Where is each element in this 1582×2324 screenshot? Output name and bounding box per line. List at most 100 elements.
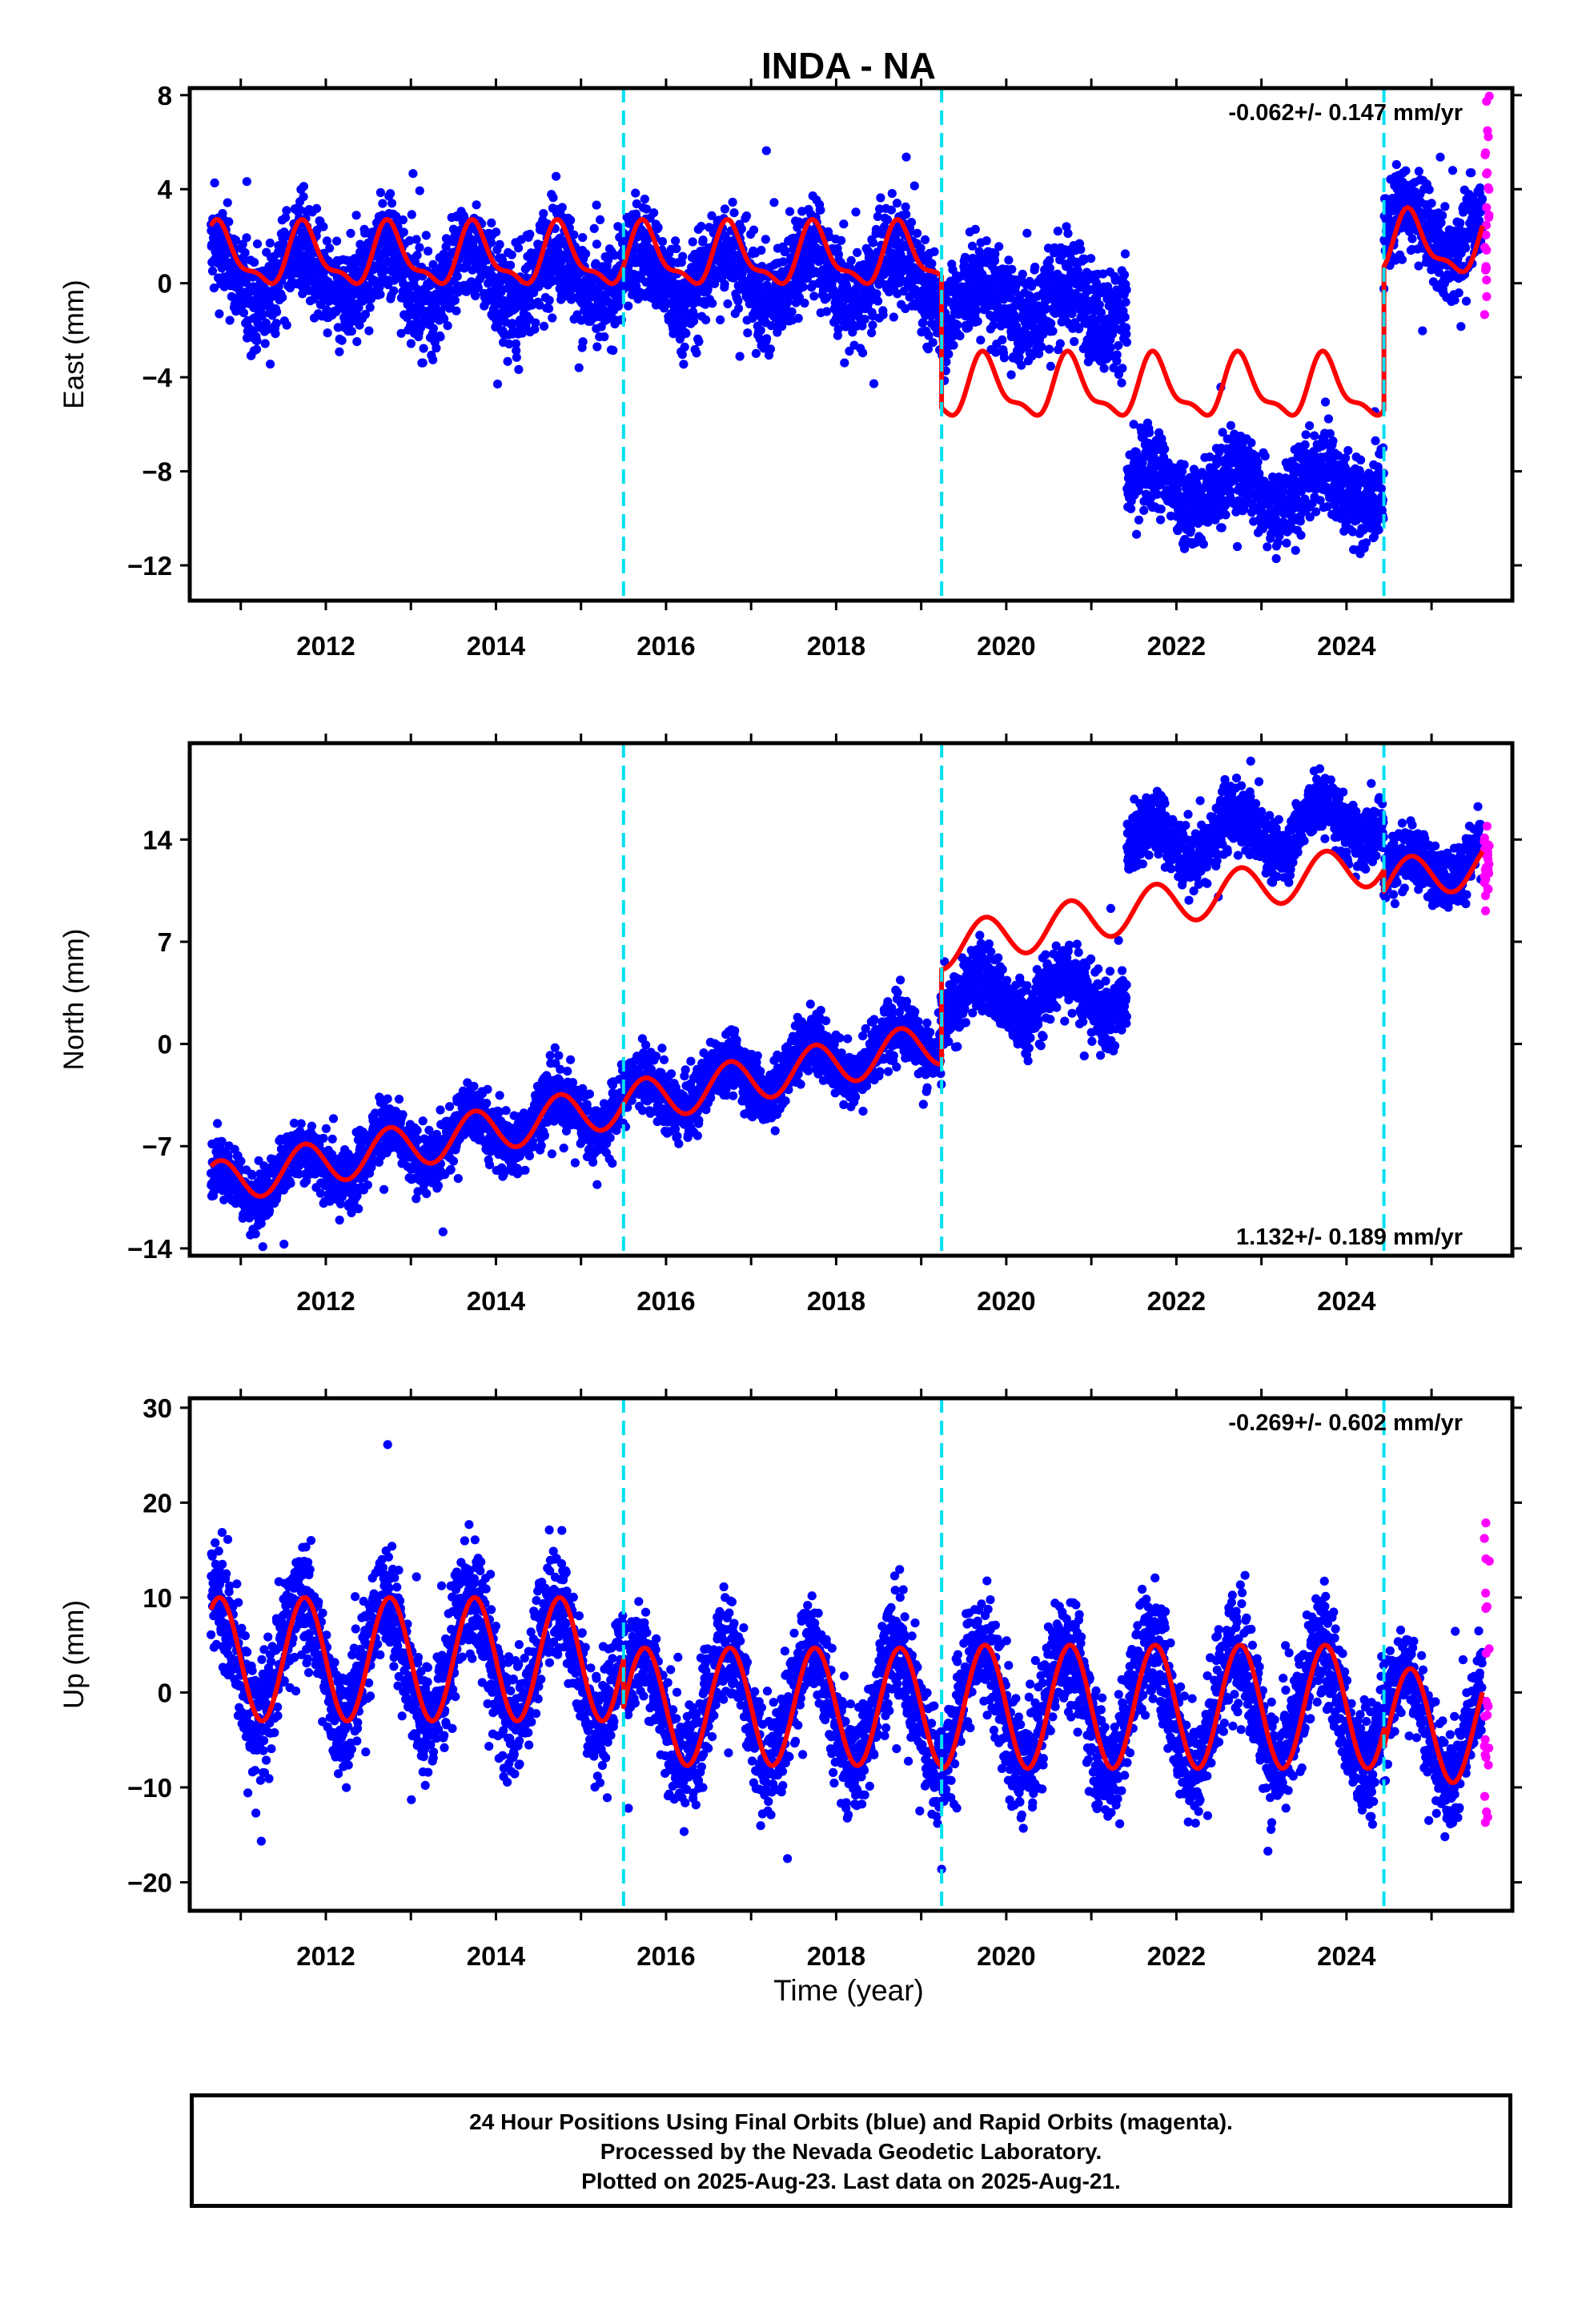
final-orbit-point xyxy=(436,332,445,342)
final-orbit-point xyxy=(1371,436,1380,446)
final-orbit-point xyxy=(207,266,218,275)
final-orbit-point xyxy=(323,328,332,338)
final-orbit-point xyxy=(360,228,370,238)
final-orbit-point xyxy=(698,235,708,245)
final-orbit-point xyxy=(720,204,730,214)
final-orbit-point xyxy=(1300,440,1310,450)
final-orbit-point xyxy=(928,338,938,348)
final-orbit-point xyxy=(365,303,375,312)
final-orbit-point xyxy=(1447,166,1458,175)
final-orbit-point xyxy=(1323,414,1333,424)
final-orbit-point xyxy=(544,304,554,313)
final-orbit-point xyxy=(1007,264,1017,274)
final-orbit-point xyxy=(703,284,713,294)
final-orbit-point xyxy=(1122,285,1131,295)
final-orbit-point xyxy=(389,286,399,296)
final-orbit-point xyxy=(1296,530,1306,540)
final-orbit-point xyxy=(1305,421,1315,431)
final-orbit-point xyxy=(507,250,516,259)
final-orbit-point xyxy=(613,222,623,231)
final-orbit-point xyxy=(1301,430,1311,440)
final-orbit-point xyxy=(873,296,883,306)
final-orbit-point xyxy=(322,236,331,246)
final-orbit-point xyxy=(1006,370,1016,380)
final-orbit-point xyxy=(596,215,605,224)
final-orbit-point xyxy=(1131,448,1141,457)
final-orbit-point xyxy=(743,328,753,338)
final-orbit-point xyxy=(1461,243,1471,253)
final-orbit-point xyxy=(678,251,688,261)
final-orbit-point xyxy=(955,331,965,340)
final-orbit-point xyxy=(701,315,711,324)
final-orbit-point xyxy=(887,189,897,199)
final-orbit-point xyxy=(757,245,766,255)
final-orbit-point xyxy=(227,292,236,301)
final-orbit-point xyxy=(1132,529,1142,539)
final-orbit-point xyxy=(1440,202,1450,211)
final-orbit-point xyxy=(278,292,287,302)
final-orbit-point xyxy=(239,308,248,318)
final-orbit-point xyxy=(271,319,281,328)
final-orbit-point xyxy=(1086,254,1096,263)
final-orbit-point xyxy=(375,290,385,300)
final-orbit-point xyxy=(399,227,408,237)
final-orbit-point xyxy=(816,205,825,215)
final-orbit-point xyxy=(492,227,501,237)
rapid-orbit-point xyxy=(1484,212,1493,223)
final-orbit-point xyxy=(697,222,706,231)
final-orbit-point xyxy=(592,342,602,352)
final-orbit-point xyxy=(408,169,418,179)
final-orbit-point xyxy=(512,352,521,362)
final-orbit-point xyxy=(840,358,849,368)
final-orbit-point xyxy=(1260,452,1270,461)
final-orbit-point xyxy=(391,211,401,221)
final-orbit-point xyxy=(352,337,362,347)
final-orbit-point xyxy=(692,348,701,358)
final-orbit-point xyxy=(680,342,689,352)
final-orbit-point xyxy=(1435,152,1445,162)
final-orbit-point xyxy=(209,283,219,293)
final-orbit-point xyxy=(600,332,609,342)
final-orbit-point xyxy=(333,323,343,332)
final-orbit-point xyxy=(536,279,545,288)
final-orbit-point xyxy=(1295,517,1305,526)
y-tick-label: 0 xyxy=(158,269,172,299)
final-orbit-point xyxy=(906,218,917,227)
final-orbit-point xyxy=(631,188,640,198)
final-orbit-point xyxy=(415,243,424,252)
final-orbit-point xyxy=(347,327,356,336)
final-orbit-point xyxy=(354,303,363,312)
final-orbit-point xyxy=(1311,507,1321,517)
final-orbit-point xyxy=(1126,504,1136,513)
final-orbit-point xyxy=(495,239,504,249)
final-orbit-point xyxy=(920,235,930,244)
final-orbit-point xyxy=(1179,460,1189,469)
final-orbit-point xyxy=(1139,505,1149,516)
final-orbit-point xyxy=(525,229,535,239)
final-orbit-point xyxy=(1461,296,1472,306)
final-orbit-point xyxy=(1120,312,1130,322)
final-orbit-point xyxy=(557,203,567,212)
final-orbit-point xyxy=(839,219,849,229)
final-orbit-point xyxy=(913,228,922,238)
final-orbit-point xyxy=(1156,505,1166,514)
final-orbit-point xyxy=(1067,309,1077,319)
final-orbit-point xyxy=(1122,329,1131,339)
final-orbit-point xyxy=(624,301,633,311)
final-orbit-point xyxy=(581,249,591,259)
final-orbit-point xyxy=(531,318,540,328)
final-orbit-point xyxy=(251,344,262,354)
final-orbit-point xyxy=(716,315,725,324)
final-orbit-point xyxy=(398,215,408,225)
final-orbit-point xyxy=(578,233,588,243)
final-orbits-series xyxy=(1379,152,1488,336)
final-orbit-point xyxy=(281,213,291,223)
final-orbit-point xyxy=(1282,538,1291,548)
final-orbit-point xyxy=(728,197,737,207)
final-orbit-point xyxy=(406,339,416,348)
final-orbit-point xyxy=(589,223,599,233)
final-orbit-point xyxy=(1418,326,1427,336)
final-orbit-point xyxy=(1199,539,1208,549)
final-orbit-point xyxy=(282,206,291,215)
